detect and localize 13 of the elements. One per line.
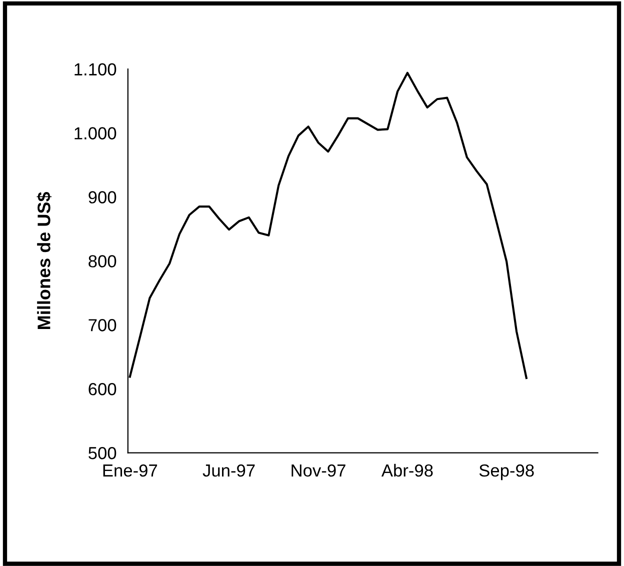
y-tick-label: 900 [88,191,116,204]
x-tick-label: Sep-98 [479,464,534,480]
x-tick-label: Nov-97 [292,464,346,477]
x-tick-label: Ene-97 [103,464,158,477]
y-tick-label: 1.100 [74,63,116,76]
x-tick-label: Jun-97 [202,464,255,477]
y-tick-label: 1.000 [74,127,116,140]
y-axis-title: Millones de US$ [36,192,52,329]
y-tick-label: 800 [88,255,116,268]
x-tick-label: Abr-98 [381,464,433,477]
y-tick-label: 600 [88,383,116,396]
y-tick-label: 700 [88,319,116,332]
y-tick-label: 500 [88,446,116,460]
